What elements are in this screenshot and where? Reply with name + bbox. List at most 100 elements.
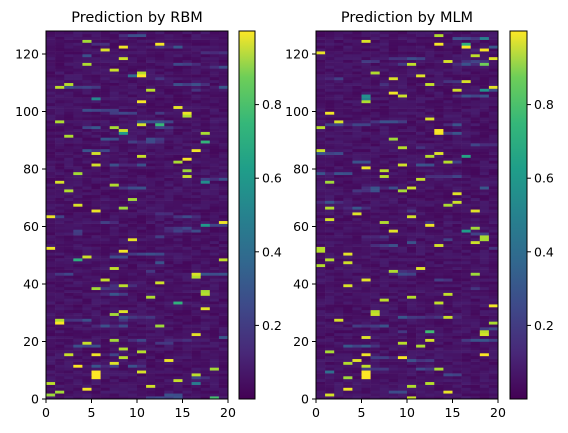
- heatmap-cell: [191, 258, 201, 262]
- x-tick-label: 15: [175, 405, 191, 420]
- heatmap-cell: [334, 114, 344, 118]
- heatmap-cell: [55, 358, 65, 362]
- heatmap-cell: [397, 384, 408, 388]
- heatmap-cell: [397, 192, 408, 196]
- heatmap-cell: [82, 180, 92, 184]
- heatmap-cell: [109, 252, 120, 256]
- heatmap-cell: [118, 347, 129, 351]
- heatmap-cell: [100, 278, 110, 282]
- heatmap-cell: [388, 367, 399, 371]
- heatmap-cell: [118, 390, 129, 394]
- heatmap-cell: [218, 387, 229, 391]
- heatmap-cell: [425, 108, 435, 112]
- heatmap-cell: [416, 223, 426, 227]
- heatmap-cell: [82, 232, 92, 236]
- heatmap-cell: [91, 192, 101, 196]
- heatmap-cell: [64, 370, 74, 374]
- heatmap-cell: [361, 390, 371, 394]
- heatmap-cell: [416, 281, 426, 285]
- heatmap-cell: [325, 209, 335, 213]
- heatmap-cell: [325, 304, 335, 308]
- heatmap-cell: [137, 212, 147, 216]
- heatmap-cell: [416, 194, 426, 199]
- heatmap-cell: [173, 166, 183, 170]
- heatmap-cell: [109, 238, 120, 242]
- heatmap-cell: [407, 217, 417, 222]
- heatmap-cell: [109, 154, 120, 158]
- heatmap-cell: [64, 151, 74, 155]
- heatmap-cell: [137, 154, 147, 158]
- heatmap-cell: [173, 269, 183, 273]
- heatmap-cell: [434, 169, 444, 173]
- heatmap-cell: [127, 197, 138, 201]
- heatmap-cell: [479, 387, 490, 391]
- heatmap-cell: [388, 97, 399, 101]
- heatmap-cell: [73, 281, 83, 285]
- heatmap-cell: [370, 269, 380, 273]
- heatmap-cell: [100, 143, 110, 147]
- heatmap-cell: [397, 157, 408, 161]
- heatmap-cell: [397, 102, 408, 107]
- heatmap-cell: [443, 341, 453, 345]
- heatmap-cell: [425, 261, 435, 265]
- heatmap-cell: [118, 157, 129, 161]
- heatmap-cell: [82, 108, 92, 112]
- heatmap-cell: [461, 252, 471, 256]
- heatmap-cell: [91, 384, 101, 388]
- heatmap-cell: [443, 192, 453, 196]
- heatmap-cell: [470, 341, 481, 345]
- heatmap-cell: [118, 238, 129, 242]
- heatmap-cell: [164, 131, 174, 135]
- heatmap-cell: [325, 131, 335, 135]
- heatmap-cell: [434, 281, 444, 285]
- heatmap-cell: [416, 171, 426, 176]
- heatmap-cell: [209, 65, 220, 69]
- heatmap-cell: [46, 252, 56, 256]
- heatmap-cell: [425, 77, 435, 81]
- heatmap-cell: [452, 177, 462, 181]
- heatmap-cell: [334, 143, 344, 147]
- heatmap-cell: [343, 108, 353, 112]
- heatmap-cell: [73, 278, 83, 282]
- heatmap-cell: [64, 249, 74, 253]
- heatmap-cell: [191, 373, 201, 377]
- heatmap-cell: [434, 137, 444, 141]
- heatmap-cell: [46, 312, 56, 316]
- heatmap-cell: [334, 137, 344, 141]
- heatmap-cell: [91, 361, 101, 365]
- heatmap-cell: [388, 226, 399, 230]
- heatmap-cell: [200, 292, 211, 296]
- heatmap-cell: [109, 33, 120, 38]
- heatmap-cell: [470, 235, 481, 239]
- heatmap-cell: [425, 309, 435, 314]
- heatmap-cell: [146, 120, 156, 124]
- heatmap-cell: [100, 71, 110, 75]
- heatmap-cell: [334, 200, 344, 204]
- heatmap-cell: [64, 332, 74, 337]
- heatmap-cell: [361, 74, 371, 78]
- heatmap-cell: [64, 171, 74, 176]
- heatmap-cell: [200, 180, 211, 184]
- heatmap-cell: [379, 238, 390, 242]
- heatmap-cell: [470, 68, 481, 72]
- heatmap-cell: [416, 327, 426, 331]
- heatmap-cell: [46, 206, 56, 210]
- heatmap-cell: [352, 292, 362, 296]
- heatmap-cell: [200, 269, 211, 273]
- heatmap-cell: [118, 180, 129, 184]
- heatmap-cell: [91, 387, 101, 391]
- heatmap-cell: [182, 203, 192, 207]
- heatmap-cell: [91, 146, 101, 150]
- heatmap-cell: [164, 376, 174, 380]
- heatmap-cell: [361, 88, 371, 92]
- heatmap-cell: [388, 111, 399, 115]
- heatmap-cell: [182, 97, 192, 101]
- heatmap-cell: [379, 217, 390, 222]
- heatmap-cell: [352, 240, 362, 245]
- heatmap-cell: [325, 151, 335, 155]
- heatmap-cell: [416, 125, 426, 130]
- heatmap-cell: [64, 355, 74, 360]
- heatmap-cell: [64, 148, 74, 153]
- heatmap-cell: [191, 151, 201, 155]
- heatmap-cell: [443, 148, 453, 153]
